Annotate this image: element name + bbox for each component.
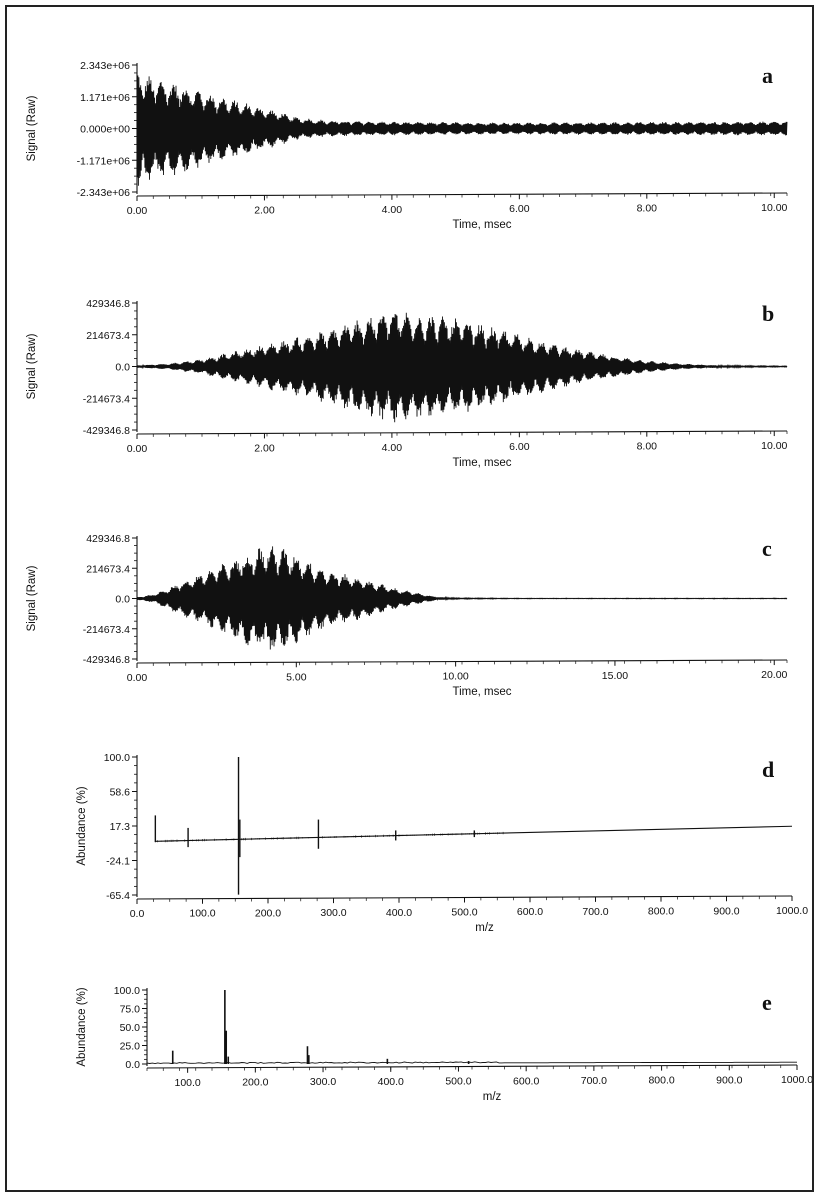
y-tick-label: -1.171e+06 [77,155,131,167]
y-axis-title: Abundance (%) [76,786,88,865]
panel-letter-c: c [762,536,772,561]
x-tick-label: 2.00 [254,442,275,454]
x-axis-title: m/z [483,1091,502,1103]
x-tick-label: 1000.0 [781,1074,812,1086]
y-tick-label: -429346.8 [83,425,130,437]
panel-e: e 100.0 75.0 50.0 25.0 0.0 100.0 200.0 300.0 400.… [76,985,812,1103]
y-tick-label: 214673.4 [86,563,130,575]
x-tick-label: 15.00 [602,670,628,682]
y-axis-title: Abundance (%) [76,987,88,1066]
panel-c: c 429346.8 214673.4 0.0 -214673.4 -429346.8 0.… [26,533,788,698]
y-tick-label: 1.171e+06 [80,92,130,104]
figure-frame: a 2.343e+06 1.171e+06 0.000e+00 -1.171e+06 -2… [5,5,814,1192]
x-tick-label: 2.00 [254,204,275,216]
chart-canvas: a 2.343e+06 1.171e+06 0.000e+00 -1.171e+06 -2… [26,60,812,1103]
panel-letter-d: d [762,757,774,782]
x-tick-label: 1000.0 [776,905,808,917]
x-tick-label: 900.0 [713,905,739,917]
x-tick-label: 800.0 [648,1075,674,1087]
x-tick-label: 6.00 [509,203,530,215]
x-tick-label: 500.0 [445,1076,471,1088]
x-tick-label: 300.0 [320,907,346,919]
x-tick-label: 400.0 [378,1076,404,1088]
panel-letter-b: b [762,301,774,326]
x-tick-label: 0.00 [127,443,148,455]
x-axis-title: Time, msec [453,457,512,469]
x-tick-label: 600.0 [517,906,543,918]
x-tick-label: 10.00 [761,202,787,214]
x-tick-label: 700.0 [581,1075,607,1087]
x-tick-label: 4.00 [382,442,403,454]
y-axis-title: Signal (Raw) [26,95,38,161]
x-tick-label: 200.0 [242,1077,268,1089]
y-tick-label: -214673.4 [83,393,130,405]
panel-a: a 2.343e+06 1.171e+06 0.000e+00 -1.171e+06 -2… [26,60,788,231]
x-tick-label: 6.00 [509,441,530,453]
y-tick-label: 214673.4 [86,330,130,342]
x-axis-title: Time, msec [453,219,512,231]
x-tick-label: 800.0 [648,906,674,918]
y-tick-label: -65.4 [106,890,130,902]
signal-trace [136,546,788,650]
y-tick-label: 429346.8 [86,298,130,310]
x-tick-label: 0.0 [130,908,145,920]
y-tick-label: 100.0 [104,752,130,764]
y-tick-label: 0.000e+00 [80,124,130,136]
x-tick-label: 4.00 [382,204,403,216]
x-tick-label: 10.00 [442,671,468,683]
y-axis-title: Signal (Raw) [26,333,38,399]
y-tick-label: 2.343e+06 [80,60,130,72]
y-tick-label: 75.0 [120,1004,141,1016]
y-tick-label: 100.0 [114,985,140,997]
x-tick-label: 20.00 [761,669,787,681]
y-tick-label: 0.0 [115,362,130,374]
y-tick-label: -214673.4 [83,624,130,636]
panel-d: d 100.0 58.6 17.3 -24.1 -65.40.0 100.0 200.0 300… [76,752,808,934]
x-tick-label: 600.0 [513,1075,539,1087]
signal-trace [136,73,788,186]
x-tick-label: 900.0 [716,1074,742,1086]
x-tick-label: 400.0 [386,907,412,919]
y-tick-label: 58.6 [110,787,131,799]
y-tick-label: 25.0 [120,1041,141,1053]
panel-b: b 429346.8 214673.4 0.0 -214673.4 -429346.8 0.… [26,298,788,469]
y-axis-title: Signal (Raw) [26,565,38,631]
x-tick-label: 500.0 [451,907,477,919]
x-axis-title: m/z [475,922,494,934]
y-tick-label: 50.0 [120,1022,141,1034]
x-tick-label: 100.0 [174,1077,200,1089]
spectrum-baseline [146,1061,797,1065]
x-tick-label: 200.0 [255,907,281,919]
x-tick-label: 700.0 [582,906,608,918]
x-axis-title: Time, msec [453,686,512,698]
y-tick-label: -429346.8 [83,654,130,666]
x-tick-label: 0.00 [127,672,148,684]
y-tick-label: 0.0 [125,1059,140,1071]
x-tick-label: 100.0 [189,908,215,920]
x-tick-label: 10.00 [761,440,787,452]
panel-letter-a: a [762,63,773,88]
y-tick-label: 0.0 [115,594,130,606]
y-tick-label: -24.1 [106,856,130,868]
y-tick-label: 429346.8 [86,533,130,545]
x-tick-label: 8.00 [637,441,658,453]
y-tick-label: 17.3 [110,821,131,833]
x-tick-label: 0.00 [127,205,148,217]
panel-letter-e: e [762,990,772,1015]
x-tick-label: 8.00 [637,203,658,215]
y-tick-label: -2.343e+06 [77,187,131,199]
signal-trace [136,312,788,423]
x-tick-label: 5.00 [286,671,307,683]
x-tick-label: 300.0 [310,1076,336,1088]
